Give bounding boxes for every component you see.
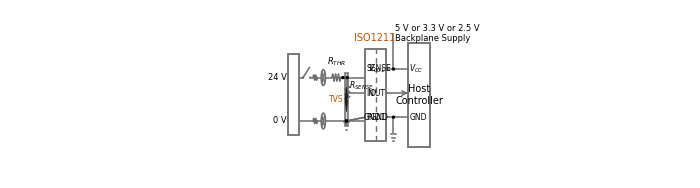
Circle shape xyxy=(393,68,395,70)
Bar xyxy=(345,73,348,125)
Text: $V_{CC1}$: $V_{CC1}$ xyxy=(368,63,386,75)
Text: $R_{THR}$: $R_{THR}$ xyxy=(327,56,346,68)
Polygon shape xyxy=(345,100,348,112)
Text: FGND: FGND xyxy=(366,113,388,122)
Circle shape xyxy=(345,120,347,122)
Polygon shape xyxy=(345,87,348,98)
Text: GND1: GND1 xyxy=(363,113,386,122)
Text: OUT: OUT xyxy=(370,89,386,98)
Circle shape xyxy=(346,77,348,79)
Text: GND: GND xyxy=(409,113,426,122)
Text: $V_{CC}$: $V_{CC}$ xyxy=(409,63,423,75)
Bar xyxy=(408,43,430,147)
Text: 0 V: 0 V xyxy=(274,117,287,126)
Text: SENSE: SENSE xyxy=(366,64,391,74)
Circle shape xyxy=(393,116,395,118)
Text: IN: IN xyxy=(366,89,374,98)
Circle shape xyxy=(345,120,347,122)
Text: 5 V or 3.3 V or 2.5 V: 5 V or 3.3 V or 2.5 V xyxy=(395,24,480,33)
Text: Host: Host xyxy=(408,84,430,94)
Text: 24 V: 24 V xyxy=(268,73,287,82)
Circle shape xyxy=(342,77,344,79)
Text: Backplane Supply: Backplane Supply xyxy=(395,34,470,43)
Text: Controller: Controller xyxy=(395,96,443,106)
Bar xyxy=(288,54,300,136)
Text: TVS: TVS xyxy=(329,95,344,104)
Text: ISO1211: ISO1211 xyxy=(354,33,395,43)
Bar xyxy=(365,49,386,141)
Text: $R_{SENSE}$: $R_{SENSE}$ xyxy=(349,79,374,92)
